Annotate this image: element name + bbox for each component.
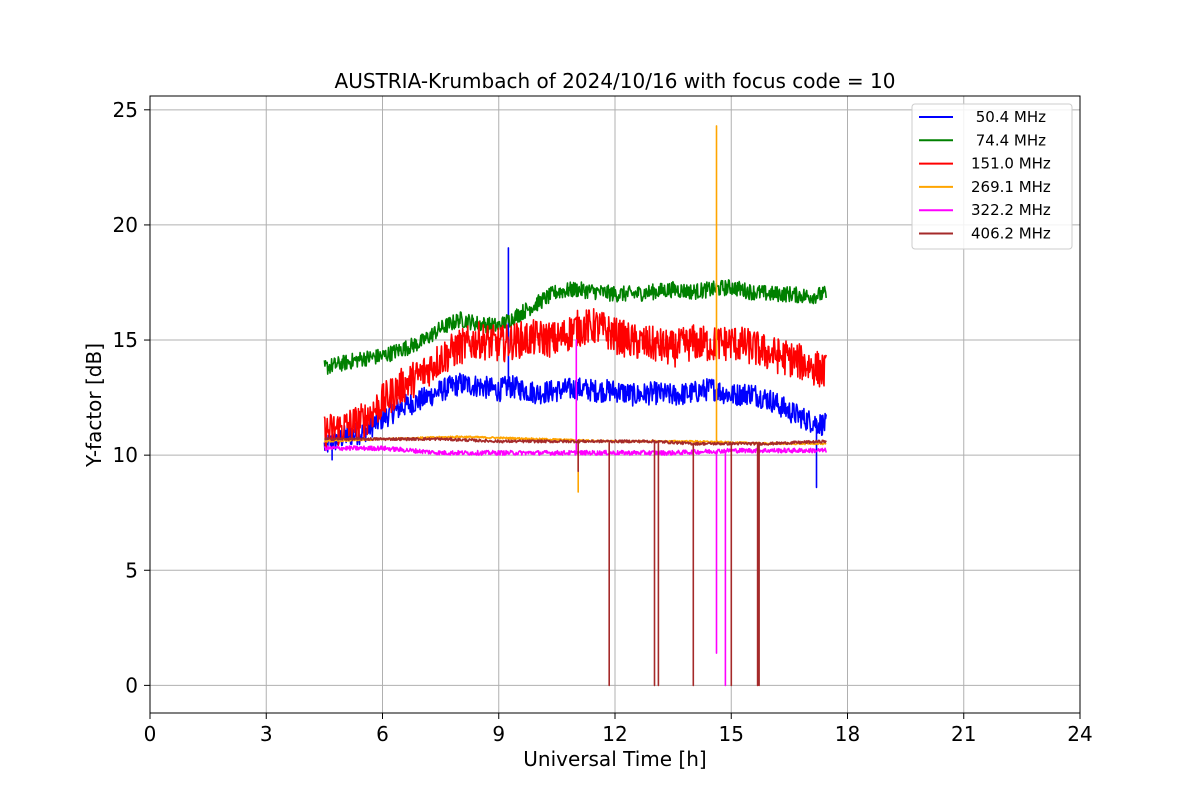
- y-tick-label: 0: [125, 673, 138, 697]
- legend: 50.4 MHz 74.4 MHz 151.0 MHz 269.1 MHz 322.2…: [911, 103, 1073, 250]
- y-tick-label: 25: [113, 98, 138, 122]
- legend-label: 269.1 MHz: [971, 178, 1051, 196]
- x-tick-label: 21: [951, 722, 976, 746]
- x-tick-label: 24: [1067, 722, 1092, 746]
- x-tick-label: 9: [492, 722, 505, 746]
- y-tick-label: 10: [113, 443, 138, 467]
- x-tick-label: 3: [260, 722, 273, 746]
- legend-label: 74.4 MHz: [971, 131, 1046, 149]
- x-tick-label: 15: [719, 722, 744, 746]
- x-axis-label: Universal Time [h]: [523, 747, 706, 771]
- x-tick-label: 18: [835, 722, 860, 746]
- series-line-3: [323, 125, 827, 493]
- chart-title: AUSTRIA-Krumbach of 2024/10/16 with focu…: [335, 69, 896, 93]
- legend-label: 151.0 MHz: [971, 155, 1051, 173]
- y-tick-label: 5: [125, 558, 138, 582]
- x-tick-label: 6: [376, 722, 389, 746]
- legend-label: 50.4 MHz: [971, 108, 1046, 126]
- plot-area: [323, 125, 827, 687]
- x-tick-label: 12: [602, 722, 627, 746]
- legend-label: 322.2 MHz: [971, 201, 1051, 219]
- legend-label: 406.2 MHz: [971, 225, 1051, 243]
- y-axis-label: Y-factor [dB]: [82, 343, 106, 468]
- series-line-5: [324, 436, 827, 687]
- series-line-1: [323, 279, 827, 375]
- series-line-4: [323, 339, 827, 687]
- series-line-2: [323, 308, 827, 451]
- x-tick-label: 0: [144, 722, 157, 746]
- axis-ticks: 0 3 6 9 12 15 18 21 24 0 5 10 15 20 25: [113, 98, 1093, 746]
- series-line-0: [323, 247, 827, 489]
- y-tick-label: 15: [113, 328, 138, 352]
- y-tick-label: 20: [113, 213, 138, 237]
